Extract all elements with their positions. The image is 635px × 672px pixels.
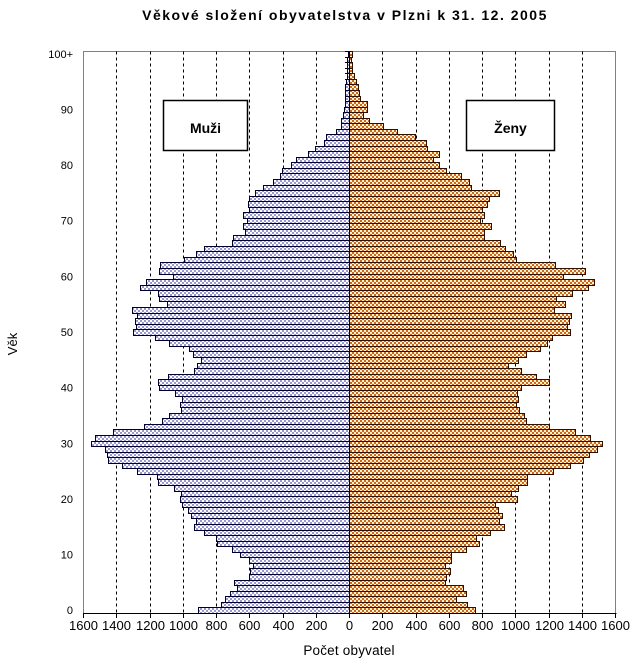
svg-text:60: 60 [61, 272, 73, 284]
svg-text:1000: 1000 [169, 618, 198, 633]
svg-text:Počet obyvatel: Počet obyvatel [303, 643, 394, 658]
svg-text:80: 80 [61, 160, 73, 172]
svg-text:800: 800 [206, 618, 228, 633]
svg-text:1600: 1600 [69, 618, 98, 633]
svg-text:Muži: Muži [190, 120, 221, 136]
svg-text:1400: 1400 [568, 618, 597, 633]
svg-text:600: 600 [439, 618, 461, 633]
svg-text:90: 90 [61, 105, 73, 117]
svg-text:0: 0 [67, 605, 73, 617]
svg-text:1400: 1400 [102, 618, 131, 633]
svg-text:Ženy: Ženy [494, 119, 527, 136]
svg-text:400: 400 [273, 618, 295, 633]
svg-text:Věkové složení obyvatelstva v: Věkové složení obyvatelstva v Plzni k 31… [142, 7, 548, 23]
svg-text:10: 10 [61, 550, 73, 562]
svg-text:20: 20 [61, 494, 73, 506]
svg-text:400: 400 [406, 618, 428, 633]
svg-text:1000: 1000 [501, 618, 530, 633]
svg-text:50: 50 [61, 327, 73, 339]
svg-text:200: 200 [372, 618, 394, 633]
svg-text:200: 200 [306, 618, 328, 633]
svg-text:30: 30 [61, 439, 73, 451]
svg-text:40: 40 [61, 383, 73, 395]
svg-text:1200: 1200 [535, 618, 564, 633]
svg-text:1600: 1600 [601, 618, 630, 633]
svg-text:600: 600 [239, 618, 261, 633]
svg-text:Věk: Věk [5, 332, 20, 355]
svg-text:800: 800 [472, 618, 494, 633]
svg-text:1200: 1200 [136, 618, 165, 633]
svg-text:70: 70 [61, 216, 73, 228]
svg-text:100+: 100+ [48, 49, 73, 61]
svg-text:0: 0 [346, 618, 353, 633]
